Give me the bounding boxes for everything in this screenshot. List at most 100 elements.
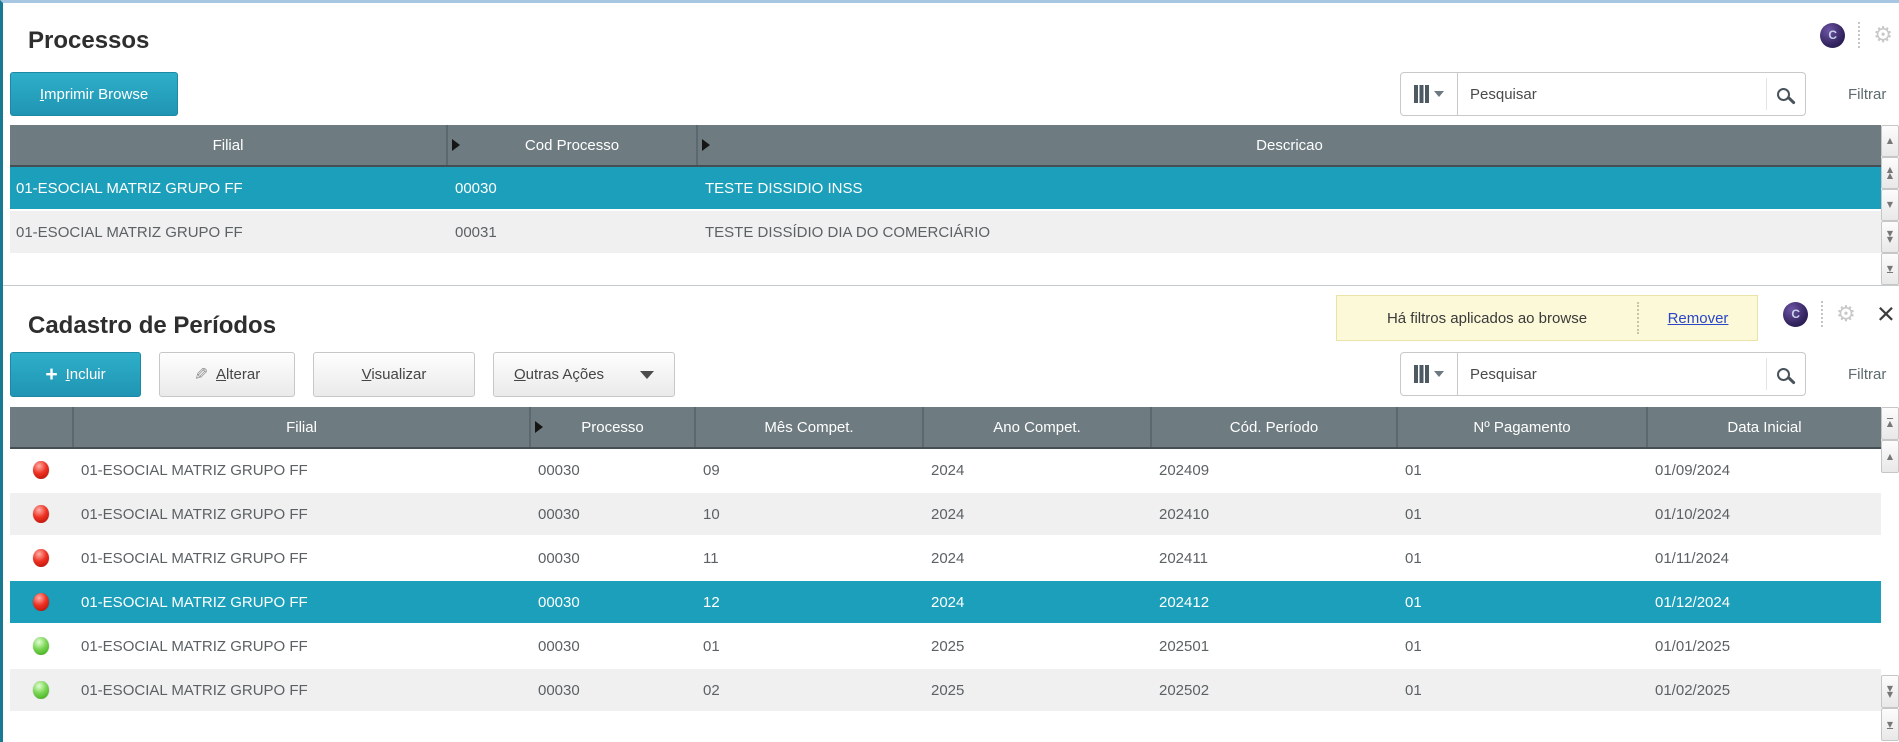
cell-cod-processo: 00030 [455,179,497,197]
cell-status [10,637,72,655]
column-header-filial[interactable]: Filial [72,407,529,447]
column-header-mes-compet[interactable]: Mês Compet. [694,407,922,447]
column-header-cod-processo[interactable]: Cod Processo [446,125,696,165]
page-up-button[interactable] [1881,157,1899,189]
column-header-descricao[interactable]: Descricao [696,125,1881,165]
column-header-status[interactable] [10,407,72,447]
panel1-title: Processos [28,27,150,55]
cell-mes-compet: 02 [703,681,720,699]
scroll-top-button[interactable] [1881,407,1899,440]
filter-link[interactable]: Filtrar [1848,365,1887,383]
table-row[interactable]: 01-ESOCIAL MATRIZ GRUPO FF 00030 02 2025… [10,669,1881,713]
cell-cod-periodo: 202410 [1159,505,1210,523]
panel1-scroll-strip [1881,125,1899,286]
cell-status [10,505,72,523]
column-header-num-pagamento[interactable]: Nº Pagamento [1396,407,1646,447]
panel2-corner-icons: C ⚙ × [1783,296,1895,331]
cell-data-inicial: 01/12/2024 [1655,593,1731,611]
column-header-data-inicial[interactable]: Data Inicial [1646,407,1881,447]
assistant-icon[interactable]: C [1820,22,1846,48]
table-row[interactable]: 01-ESOCIAL MATRIZ GRUPO FF 00030 09 2024… [10,449,1881,493]
assistant-icon[interactable]: C [1783,301,1809,327]
incluir-button[interactable]: Incluir [10,352,141,397]
page-down-button[interactable] [1881,675,1899,708]
cell-cod-processo: 00031 [455,223,497,241]
cell-cod-periodo: 202411 [1159,549,1208,567]
cell-filial: 01-ESOCIAL MATRIZ GRUPO FF [81,461,308,479]
columns-icon [1414,85,1429,103]
cell-mes-compet: 10 [703,505,720,523]
dotted-separator [1821,301,1824,327]
cell-filial: 01-ESOCIAL MATRIZ GRUPO FF [16,179,243,197]
columns-selector-button[interactable] [1400,352,1458,396]
cell-processo: 00030 [538,637,580,655]
filter-applied-banner: Há filtros aplicados ao browse Remover [1336,295,1758,341]
table-row[interactable]: 01-ESOCIAL MATRIZ GRUPO FF 00031 TESTE D… [10,211,1881,255]
chevron-down-icon [1434,91,1444,97]
visualizar-label: Visualizar [361,366,427,383]
outras-acoes-label: Outras Ações [514,366,605,383]
print-browse-button[interactable]: Imprimir Browse [10,72,178,116]
alterar-label: Alterar [216,366,261,383]
table-row[interactable]: 01-ESOCIAL MATRIZ GRUPO FF 00030 01 2025… [10,625,1881,669]
close-icon[interactable]: × [1876,296,1895,331]
scroll-up-button[interactable] [1881,440,1899,473]
cell-mes-compet: 01 [703,637,720,655]
plus-icon [45,364,57,385]
search-icon [1777,367,1790,381]
gear-icon[interactable]: ⚙ [1836,301,1856,326]
column-header-processo[interactable]: Processo [529,407,694,447]
cell-cod-periodo: 202502 [1159,681,1210,699]
processos-table: Filial Cod Processo Descricao 01-ESOCIAL… [10,125,1881,286]
search-input[interactable] [1458,85,1766,103]
cell-mes-compet: 11 [703,549,719,567]
panel2-grid-area: Filial Processo Mês Compet. Ano Compet. … [10,407,1899,741]
scroll-end-button[interactable] [1881,708,1899,741]
table-row[interactable]: 01-ESOCIAL MATRIZ GRUPO FF 00030 10 2024… [10,493,1881,537]
dotted-separator [1858,22,1861,48]
column-header-cod-periodo[interactable]: Cód. Período [1150,407,1396,447]
alterar-button[interactable]: Alterar [159,352,295,397]
columns-selector-button[interactable] [1400,72,1458,116]
cell-filial: 01-ESOCIAL MATRIZ GRUPO FF [81,593,308,611]
scroll-track [1881,473,1899,675]
table-row[interactable]: 01-ESOCIAL MATRIZ GRUPO FF 00030 12 2024… [10,581,1881,625]
panel2-search-group: Filtrar [1400,352,1894,396]
print-browse-label: Imprimir Browse [39,85,149,103]
outras-acoes-button[interactable]: Outras Ações [493,352,675,397]
panel-processos: Processos C ⚙ Imprimir Browse Filtrar [3,3,1899,286]
cell-filial: 01-ESOCIAL MATRIZ GRUPO FF [81,549,308,567]
cell-num-pagamento: 01 [1405,461,1422,479]
cell-processo: 00030 [538,505,580,523]
column-header-filial[interactable]: Filial [212,136,244,154]
cell-ano-compet: 2025 [931,637,965,655]
scroll-down-button[interactable] [1881,189,1899,221]
search-button[interactable] [1766,358,1805,390]
cell-status [10,593,72,611]
remove-filter-link[interactable]: Remover [1667,309,1729,327]
column-header-ano-compet[interactable]: Ano Compet. [922,407,1150,447]
filter-banner-message: Há filtros aplicados ao browse [1386,309,1588,327]
status-led-icon [33,505,49,523]
cell-processo: 00030 [538,461,580,479]
panel2-search-box [1458,352,1806,396]
cell-processo: 00030 [538,549,580,567]
status-led-icon [33,637,49,655]
scroll-up-button[interactable] [1881,125,1899,157]
search-button[interactable] [1766,78,1805,110]
cell-filial: 01-ESOCIAL MATRIZ GRUPO FF [81,681,308,699]
panel2-title: Cadastro de Períodos [28,312,277,340]
table-row[interactable]: 01-ESOCIAL MATRIZ GRUPO FF 00030 TESTE D… [10,167,1881,211]
page-down-button[interactable] [1881,221,1899,253]
filter-link[interactable]: Filtrar [1848,85,1887,103]
scroll-end-button[interactable] [1881,253,1899,285]
cell-mes-compet: 12 [703,593,720,611]
gear-icon[interactable]: ⚙ [1873,22,1893,47]
cell-num-pagamento: 01 [1405,593,1422,611]
table-row[interactable]: 01-ESOCIAL MATRIZ GRUPO FF 00030 11 2024… [10,537,1881,581]
incluir-label: Incluir [65,366,106,383]
cell-cod-periodo: 202412 [1159,593,1210,611]
visualizar-button[interactable]: Visualizar [313,352,475,397]
search-input[interactable] [1458,365,1766,383]
cell-num-pagamento: 01 [1405,549,1422,567]
